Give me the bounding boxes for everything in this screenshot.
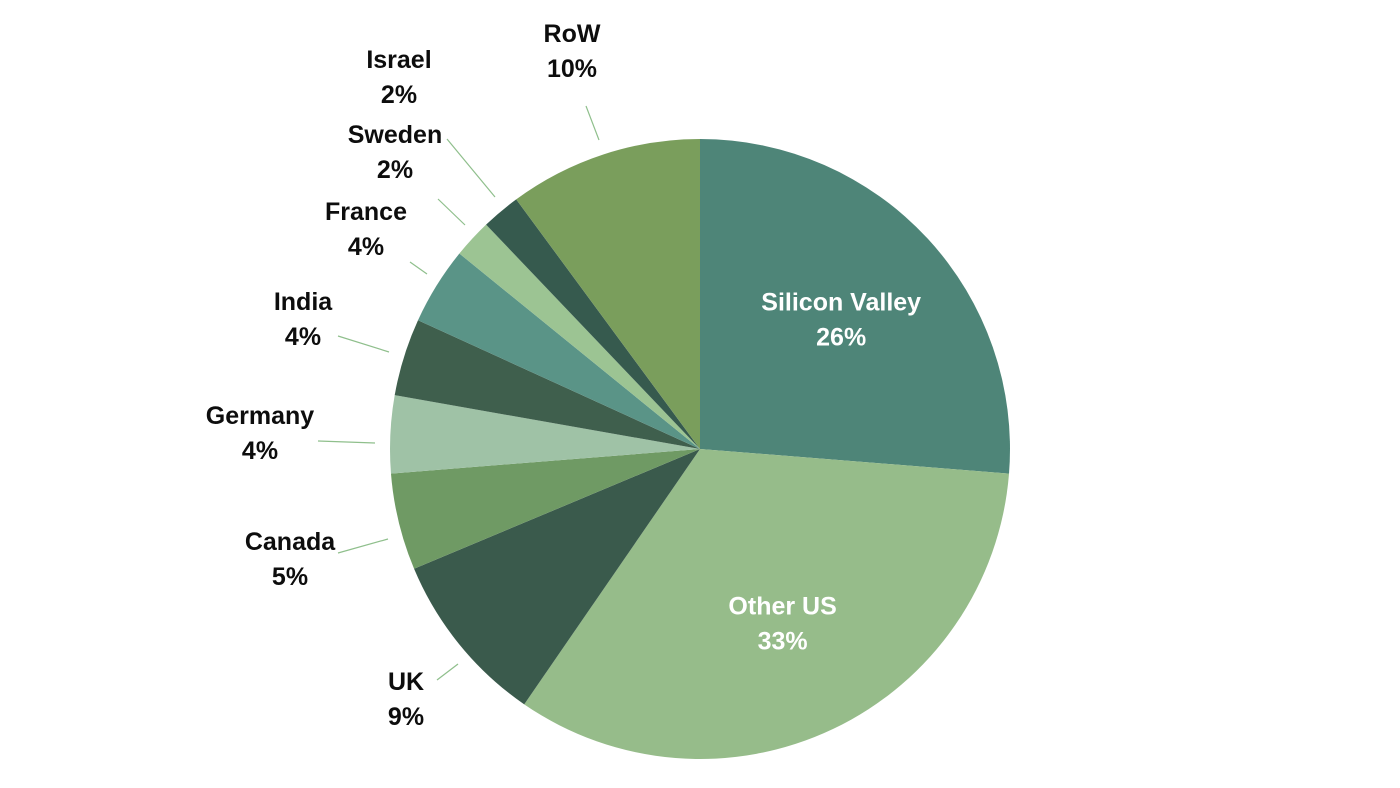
leader-line-row bbox=[585, 105, 600, 141]
pie-slice-uk bbox=[414, 449, 700, 705]
data-label-value: 9% bbox=[388, 703, 424, 731]
data-label-israel: Israel 2% bbox=[366, 46, 431, 109]
data-label-value: 33% bbox=[758, 628, 808, 656]
pie-slice-row bbox=[516, 139, 700, 449]
leader-line-uk bbox=[436, 663, 459, 681]
pie-slice-other-us bbox=[524, 449, 1010, 759]
pie-slice-israel bbox=[486, 199, 700, 449]
data-label-name: India bbox=[274, 288, 333, 316]
pie-slice-canada bbox=[390, 449, 700, 569]
data-label-value: 2% bbox=[381, 81, 417, 109]
data-label-france: France 4% bbox=[325, 198, 407, 261]
leader-line-israel bbox=[446, 138, 496, 198]
data-label-name: Germany bbox=[206, 402, 314, 430]
data-label-name: Other US bbox=[728, 593, 836, 621]
data-label-name: Canada bbox=[245, 528, 336, 556]
data-label-name: Silicon Valley bbox=[761, 289, 921, 317]
data-label-name: UK bbox=[388, 668, 424, 696]
data-label-germany: Germany 4% bbox=[206, 402, 314, 465]
leader-line-germany bbox=[317, 440, 376, 444]
pie-slice-france bbox=[418, 253, 700, 449]
leader-line-canada bbox=[337, 538, 389, 554]
leader-line-france bbox=[409, 261, 428, 275]
pie-slice-sweden bbox=[459, 224, 700, 449]
data-label-other-us: Other US 33% bbox=[728, 593, 836, 656]
pie-slice-silicon-valley bbox=[700, 139, 1010, 474]
data-label-india: India 4% bbox=[274, 288, 333, 351]
data-label-sweden: Sweden 2% bbox=[348, 121, 442, 184]
data-label-uk: UK 9% bbox=[388, 668, 424, 731]
data-label-value: 10% bbox=[547, 55, 597, 83]
data-label-row: RoW 10% bbox=[544, 20, 601, 83]
data-label-name: Israel bbox=[366, 46, 431, 74]
data-label-value: 5% bbox=[272, 563, 308, 591]
leader-line-india bbox=[337, 335, 390, 353]
leader-line-sweden bbox=[437, 198, 466, 226]
data-label-value: 4% bbox=[348, 233, 384, 261]
data-label-value: 4% bbox=[285, 323, 321, 351]
pie-slice-germany bbox=[390, 395, 700, 474]
data-label-name: RoW bbox=[544, 20, 601, 48]
data-label-name: Sweden bbox=[348, 121, 442, 149]
data-label-value: 26% bbox=[816, 324, 866, 352]
pie-slice-india bbox=[394, 320, 700, 449]
pie-slices bbox=[390, 139, 1010, 759]
data-label-silicon-valley: Silicon Valley 26% bbox=[761, 289, 921, 352]
leader-lines bbox=[317, 105, 600, 681]
data-label-canada: Canada 5% bbox=[245, 528, 336, 591]
data-label-name: France bbox=[325, 198, 407, 226]
data-label-value: 2% bbox=[377, 156, 413, 184]
data-label-value: 4% bbox=[242, 437, 278, 465]
data-labels: Silicon Valley 26% Other US 33% UK 9% Canada 5%… bbox=[206, 20, 921, 731]
